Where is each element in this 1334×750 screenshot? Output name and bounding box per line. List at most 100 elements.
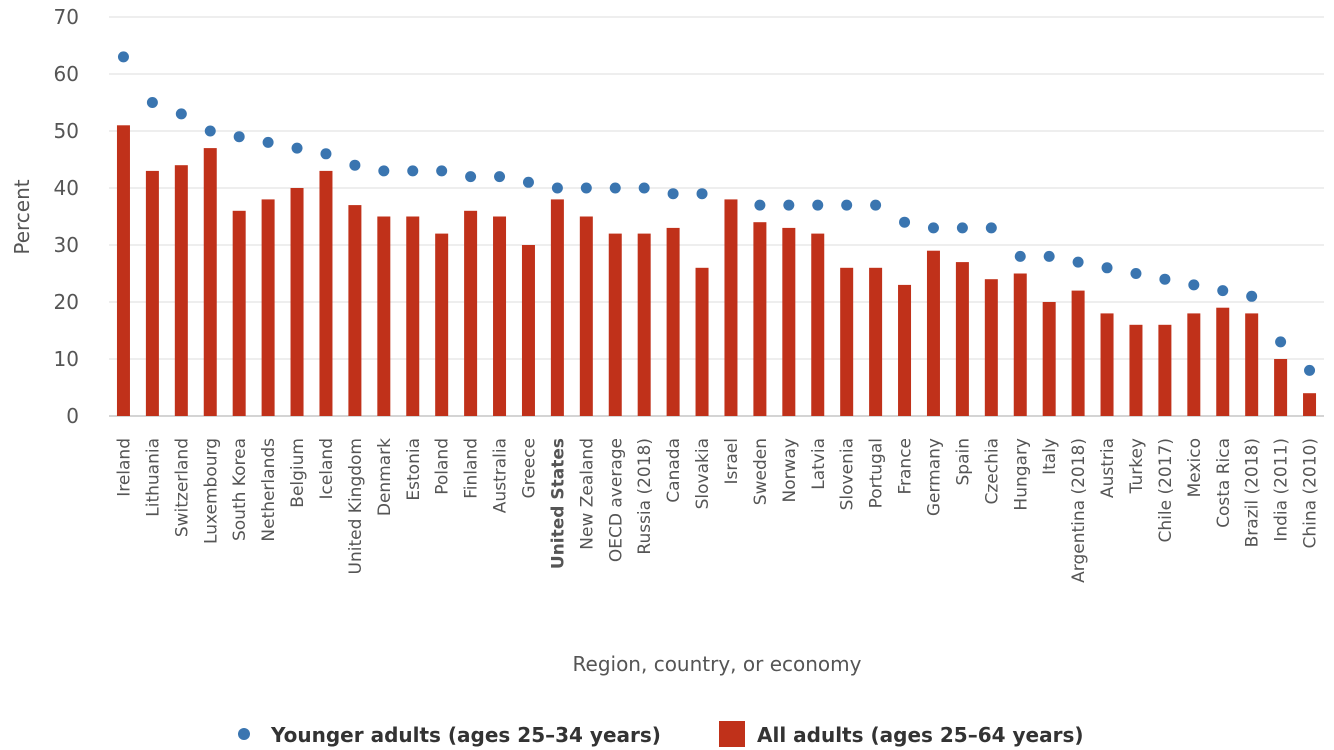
dot-point (1188, 279, 1200, 291)
dot-point (465, 171, 477, 183)
bar (1100, 313, 1114, 416)
y-tick-label: 20 (54, 290, 79, 314)
x-category-label: Italy (1040, 438, 1060, 475)
bar (319, 170, 333, 416)
dot-point (956, 222, 968, 234)
x-category-label: Norway (780, 438, 800, 503)
x-category-label: Netherlands (259, 438, 279, 542)
x-category-label: Israel (722, 438, 742, 484)
bar-series (116, 125, 1317, 417)
bar (840, 267, 854, 416)
x-category-label: Turkey (1127, 438, 1147, 494)
dot-point (291, 142, 303, 154)
dot-point (609, 182, 621, 194)
x-category-label: OECD average (606, 438, 626, 562)
x-category-label: Canada (664, 438, 684, 503)
dot-point (494, 171, 506, 183)
x-category-label: Slovakia (693, 438, 713, 509)
dot-point (1101, 262, 1113, 274)
dot-point (1014, 250, 1026, 262)
x-category-label: Lithuania (143, 438, 163, 517)
legend-bar-marker (719, 721, 745, 747)
x-category-labels: Ireland Lithuania Switzerland Luxembourg Sou… (114, 438, 1320, 583)
dot-point (812, 199, 824, 211)
dot-point (407, 165, 419, 177)
bar (377, 216, 391, 416)
dot-point (551, 182, 563, 194)
bar (521, 245, 535, 416)
dot-point (262, 136, 274, 148)
legend-label-younger: Younger adults (ages 25–34 years) (270, 723, 661, 747)
dot-point (522, 176, 534, 188)
x-category-label: Belgium (288, 438, 308, 508)
x-category-label: Sweden (751, 438, 771, 505)
dot-point (175, 108, 187, 120)
x-category-label: Argentina (2018) (1069, 438, 1089, 583)
x-category-label: Estonia (404, 438, 424, 501)
bar (145, 170, 159, 416)
x-category-label: Hungary (1011, 438, 1031, 511)
bar (608, 233, 622, 416)
bar (464, 210, 478, 416)
bar (579, 216, 593, 416)
dot-point (696, 188, 708, 200)
dot-point (436, 165, 448, 177)
x-category-label: Switzerland (172, 438, 192, 537)
dot-point (117, 51, 129, 63)
y-tick-label: 60 (54, 62, 79, 86)
dot-point (783, 199, 795, 211)
dot-point (1246, 290, 1258, 302)
x-category-label: Greece (519, 438, 539, 499)
x-category-label: South Korea (230, 438, 250, 541)
x-category-label: Spain (953, 438, 973, 486)
dot-point (985, 222, 997, 234)
dot-point (1304, 364, 1316, 376)
bar (869, 267, 883, 416)
x-category-label: Chile (2017) (1156, 438, 1176, 542)
dot-point (1130, 268, 1142, 279)
x-category-label: Finland (462, 438, 482, 499)
bar (1274, 359, 1288, 416)
x-category-label: Costa Rica (1214, 438, 1234, 528)
x-category-label: Ireland (114, 438, 134, 497)
x-category-label: Austria (1098, 438, 1118, 498)
dot-point (841, 199, 853, 211)
dot-point (1072, 256, 1084, 268)
bar (174, 165, 188, 416)
bar (1071, 290, 1085, 416)
bar (695, 267, 709, 416)
bar (898, 284, 912, 416)
x-category-label: France (896, 438, 916, 495)
dot-point (146, 97, 158, 108)
x-category-label: United States (548, 438, 568, 569)
dot-point (580, 182, 592, 194)
dot-point (1217, 285, 1229, 297)
x-category-label: Australia (491, 438, 511, 513)
dot-point (349, 159, 361, 171)
y-tick-label: 70 (54, 5, 79, 29)
dot-point (927, 222, 939, 234)
dot-point (1275, 336, 1287, 348)
bar (290, 188, 304, 416)
bar (261, 199, 275, 416)
x-category-label: Brazil (2018) (1243, 438, 1263, 547)
bar (1129, 324, 1143, 416)
x-category-label: Germany (924, 438, 944, 516)
bar (782, 227, 796, 416)
bar (1245, 313, 1259, 416)
dot-point (233, 131, 245, 143)
x-category-label: Portugal (867, 438, 887, 508)
dot-point (378, 165, 390, 177)
bar (116, 125, 130, 417)
bar (435, 233, 449, 416)
dot-series (117, 51, 1316, 376)
bar (955, 262, 969, 416)
bar (666, 227, 680, 416)
bar (493, 216, 507, 416)
bar (1013, 273, 1027, 416)
y-axis-title: Percent (10, 179, 34, 254)
dot-point (870, 199, 882, 211)
dot-point (1043, 250, 1055, 262)
bar (811, 233, 825, 416)
x-category-label: China (2010) (1301, 438, 1321, 549)
